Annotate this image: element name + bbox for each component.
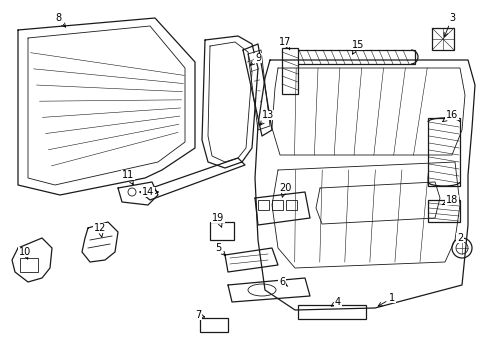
Text: 14: 14	[142, 187, 158, 197]
Text: 16: 16	[442, 110, 457, 122]
Text: 10: 10	[19, 247, 31, 259]
Circle shape	[451, 238, 471, 258]
Bar	[427, 118, 459, 186]
Text: 18: 18	[442, 195, 457, 205]
Bar	[427, 200, 459, 222]
Bar	[200, 318, 227, 332]
Bar	[282, 48, 297, 94]
Text: 1: 1	[377, 293, 394, 306]
Text: 11: 11	[122, 170, 134, 185]
Bar	[294, 50, 414, 64]
Bar	[297, 305, 365, 319]
Text: 7: 7	[195, 310, 204, 320]
Text: 2: 2	[456, 233, 462, 243]
Bar	[20, 258, 38, 272]
Text: 20: 20	[278, 183, 290, 197]
Bar	[258, 200, 268, 210]
Text: 17: 17	[278, 37, 290, 50]
Text: 15: 15	[351, 40, 364, 54]
Text: 9: 9	[250, 53, 261, 66]
Ellipse shape	[247, 284, 275, 296]
Text: 13: 13	[260, 110, 274, 125]
Bar	[271, 200, 283, 210]
Text: 4: 4	[330, 297, 340, 307]
Bar	[209, 222, 234, 240]
Text: 19: 19	[211, 213, 224, 227]
Circle shape	[128, 188, 136, 196]
Text: 6: 6	[278, 277, 287, 287]
Bar	[285, 200, 296, 210]
Text: 12: 12	[94, 223, 106, 237]
Bar	[431, 28, 453, 50]
Text: 3: 3	[443, 13, 454, 37]
Text: 8: 8	[55, 13, 65, 27]
Circle shape	[455, 242, 467, 254]
Text: 5: 5	[214, 243, 225, 255]
